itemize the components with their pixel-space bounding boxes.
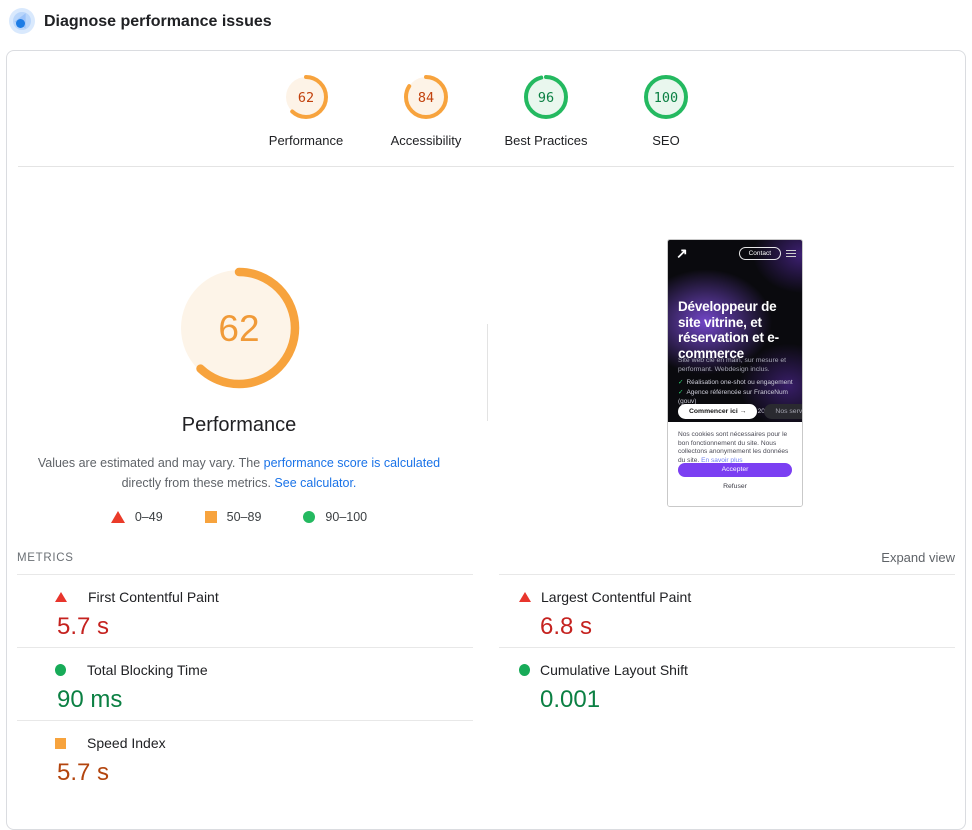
seo-gauge-icon: 100 bbox=[644, 75, 688, 119]
site-secondary-button: Nos services → bbox=[764, 404, 802, 419]
site-cta-buttons: Commencer ici → Nos services → bbox=[678, 404, 802, 419]
metric-name: Cumulative Layout Shift bbox=[540, 662, 688, 678]
expand-view-button[interactable]: Expand view bbox=[881, 550, 955, 565]
performance-section-title: Performance bbox=[181, 414, 297, 436]
page-header: Diagnose performance issues bbox=[0, 0, 972, 48]
checklist-item: ✓ Réalisation one-shot ou engagement bbox=[678, 379, 793, 386]
performance-description: Values are estimated and may vary. The p… bbox=[29, 453, 449, 493]
metrics-section-label: METRICS bbox=[17, 551, 74, 564]
legend-range: 50–89 bbox=[226, 510, 262, 524]
category-gauge-best-practices[interactable]: 96 Best Practices bbox=[486, 73, 606, 148]
svg-text:62: 62 bbox=[218, 308, 259, 349]
metric-total-blocking-time: Total Blocking Time 90 ms bbox=[17, 647, 473, 720]
cookie-text: Nos cookies sont nécessaires pour le bon… bbox=[678, 431, 789, 464]
description-text: Values are estimated and may vary. The bbox=[37, 456, 264, 470]
pass-circle-icon bbox=[55, 664, 66, 676]
average-square-icon bbox=[55, 737, 66, 749]
screenshot-topbar: ↗ Contact bbox=[676, 245, 796, 262]
site-subheading: Site web clé en main, sur mesure et perf… bbox=[678, 357, 787, 373]
score-calculation-link[interactable]: performance score is calculated bbox=[263, 456, 441, 470]
cookie-banner: Nos cookies sont nécessaires pour le bon… bbox=[668, 422, 802, 506]
metric-value: 5.7 s bbox=[57, 613, 110, 640]
metric-name: Total Blocking Time bbox=[87, 662, 208, 678]
metric-value: 0.001 bbox=[540, 686, 601, 713]
svg-text:96: 96 bbox=[538, 90, 554, 106]
metric-name: Speed Index bbox=[87, 735, 166, 751]
cookie-refuse-button: Refuser bbox=[723, 483, 747, 490]
metric-value: 90 ms bbox=[57, 686, 123, 713]
metrics-right-column: Largest Contentful Paint 6.8 s Cumulativ… bbox=[499, 574, 955, 793]
page-title: Diagnose performance issues bbox=[44, 13, 272, 30]
metrics-header: METRICS Expand view bbox=[17, 541, 955, 574]
metrics-section: METRICS Expand view First Contentful Pai… bbox=[7, 541, 965, 793]
metrics-left-column: First Contentful Paint 5.7 s Total Block… bbox=[17, 574, 473, 793]
check-icon: ✓ bbox=[678, 379, 684, 386]
hamburger-menu-icon bbox=[786, 248, 796, 259]
category-label: Performance bbox=[268, 133, 344, 148]
report-card: 62 Performance 84 Accessibility 96 Best … bbox=[6, 50, 966, 830]
category-label: Best Practices bbox=[504, 133, 588, 148]
pass-circle-icon bbox=[519, 664, 530, 676]
fail-triangle-icon bbox=[55, 592, 67, 602]
legend-fail: 0–49 bbox=[110, 510, 163, 524]
check-icon: ✓ bbox=[678, 388, 684, 396]
site-contact-button: Contact bbox=[738, 247, 781, 260]
divider bbox=[18, 166, 954, 167]
checklist-item: ✓ Agence référencée sur FranceNum (gouv) bbox=[678, 388, 788, 406]
pagespeed-insights-icon bbox=[9, 8, 35, 34]
accessibility-gauge-icon: 84 bbox=[404, 75, 448, 119]
best-practices-gauge-icon: 96 bbox=[524, 75, 568, 119]
legend-pass: 90–100 bbox=[303, 510, 367, 524]
metric-value: 6.8 s bbox=[540, 613, 593, 640]
fail-triangle-icon bbox=[110, 511, 125, 523]
site-heading: Développeur de site vitrine, et réservat… bbox=[678, 299, 779, 361]
legend-range: 90–100 bbox=[325, 510, 368, 524]
category-gauge-performance[interactable]: 62 Performance bbox=[246, 73, 366, 148]
metric-cumulative-layout-shift: Cumulative Layout Shift 0.001 bbox=[499, 647, 955, 720]
category-gauge-accessibility[interactable]: 84 Accessibility bbox=[366, 73, 486, 148]
fail-triangle-icon bbox=[519, 592, 531, 602]
metric-largest-contentful-paint: Largest Contentful Paint 6.8 s bbox=[499, 574, 955, 647]
svg-text:100: 100 bbox=[654, 90, 678, 106]
category-label: Accessibility bbox=[390, 133, 462, 148]
legend-average: 50–89 bbox=[204, 510, 262, 524]
site-primary-button: Commencer ici → bbox=[678, 404, 758, 419]
category-label: SEO bbox=[652, 133, 680, 148]
metric-name: First Contentful Paint bbox=[88, 589, 219, 605]
performance-score-gauge: 62 bbox=[178, 267, 300, 389]
cookie-accept-button: Accepter bbox=[678, 463, 792, 477]
metric-speed-index: Speed Index 5.7 s bbox=[17, 720, 473, 793]
pass-circle-icon bbox=[303, 511, 316, 523]
average-square-icon bbox=[204, 511, 217, 523]
svg-text:84: 84 bbox=[418, 90, 434, 106]
see-calculator-link[interactable]: See calculator. bbox=[274, 476, 357, 490]
category-gauge-seo[interactable]: 100 SEO bbox=[606, 73, 726, 148]
score-legend: 0–49 50–89 90–100 bbox=[7, 510, 471, 524]
screenshot-hero: ↗ Contact Développeur de site vitrine, e… bbox=[668, 240, 802, 422]
legend-range: 0–49 bbox=[134, 510, 163, 524]
vertical-divider bbox=[487, 324, 488, 421]
performance-gauge-icon: 62 bbox=[284, 75, 328, 119]
site-logo-arrow-icon: ↗ bbox=[676, 245, 688, 261]
cookie-learn-more-link: En savoir plus bbox=[701, 456, 743, 464]
description-text: directly from these metrics. bbox=[121, 476, 275, 490]
page-screenshot-thumbnail[interactable]: ↗ Contact Développeur de site vitrine, e… bbox=[667, 239, 803, 507]
metric-value: 5.7 s bbox=[57, 759, 110, 786]
category-scores-row: 62 Performance 84 Accessibility 96 Best … bbox=[7, 73, 965, 148]
svg-text:62: 62 bbox=[298, 90, 314, 106]
metric-name: Largest Contentful Paint bbox=[541, 589, 692, 605]
metric-first-contentful-paint: First Contentful Paint 5.7 s bbox=[17, 574, 473, 647]
